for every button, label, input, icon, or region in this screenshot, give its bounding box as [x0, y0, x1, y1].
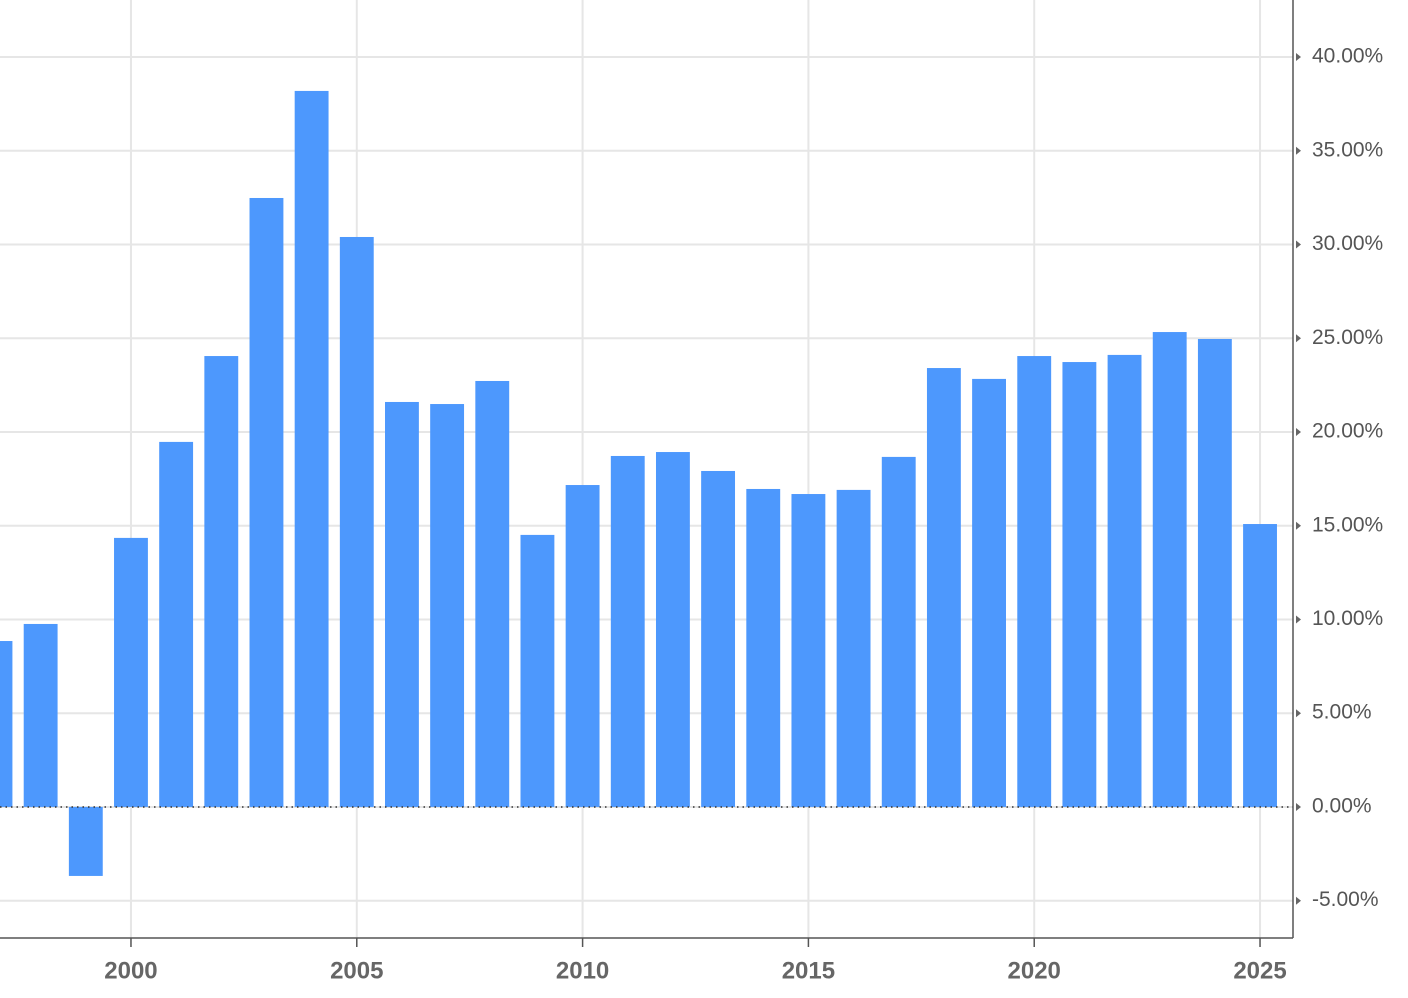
y-tick-label: 0.00%: [1312, 794, 1372, 817]
y-tick-label: 35.00%: [1312, 138, 1383, 161]
x-tick-label: 2020: [1008, 957, 1061, 984]
y-tick-label: 25.00%: [1312, 326, 1383, 349]
y-tick-label: 20.00%: [1312, 420, 1383, 443]
bar: [385, 401, 419, 807]
x-tick-label: 2015: [782, 957, 835, 984]
bar: [0, 641, 13, 807]
bar: [881, 456, 916, 807]
y-tick-label: 10.00%: [1312, 607, 1383, 630]
bar: [1152, 332, 1187, 807]
y-tick-label: 30.00%: [1312, 232, 1383, 255]
bar: [475, 380, 510, 807]
bar: [655, 452, 690, 807]
bar: [1243, 524, 1277, 807]
bar: [926, 368, 961, 807]
y-tick-mark: [1296, 615, 1301, 624]
y-tick-label: 5.00%: [1312, 701, 1372, 724]
bar: [204, 356, 239, 807]
bar: [836, 489, 871, 807]
bar: [68, 806, 103, 876]
bar: [1017, 356, 1052, 807]
bar: [249, 197, 284, 807]
bar: [114, 537, 148, 807]
bar: [430, 404, 465, 807]
y-tick-mark: [1296, 334, 1301, 343]
bar: [565, 485, 600, 807]
x-tick-label: 2010: [556, 957, 609, 984]
bar: [1107, 354, 1142, 807]
bar: [610, 455, 645, 807]
y-tick-label: -5.00%: [1312, 888, 1379, 911]
axes: -5.00% 0.00% 5.00% 10.00% 15.00% 20.00% 25.00%…: [0, 0, 1383, 984]
bar: [23, 623, 58, 807]
y-tick-mark: [1296, 802, 1301, 811]
x-tick-label: 2000: [104, 957, 157, 984]
bar: [339, 236, 374, 807]
bar: [1062, 362, 1097, 807]
grid: [0, 0, 1293, 938]
bars: [0, 90, 1277, 876]
bar: [791, 494, 826, 807]
bar: [701, 470, 736, 807]
y-tick-mark: [1296, 427, 1301, 436]
y-tick-mark: [1296, 240, 1301, 249]
bar: [159, 441, 194, 807]
y-tick-mark: [1296, 896, 1301, 905]
bar: [746, 488, 781, 807]
y-tick-label: 40.00%: [1312, 45, 1383, 68]
y-tick-mark: [1296, 146, 1301, 155]
bar: [294, 90, 329, 807]
x-tick-label: 2025: [1233, 957, 1286, 984]
bar: [972, 378, 1006, 807]
y-tick-mark: [1296, 709, 1301, 718]
y-tick-mark: [1296, 521, 1301, 530]
y-tick-label: 15.00%: [1312, 513, 1383, 536]
bar: [520, 534, 555, 807]
x-tick-label: 2005: [330, 957, 383, 984]
y-tick-mark: [1296, 52, 1301, 61]
bar: [1197, 338, 1232, 807]
